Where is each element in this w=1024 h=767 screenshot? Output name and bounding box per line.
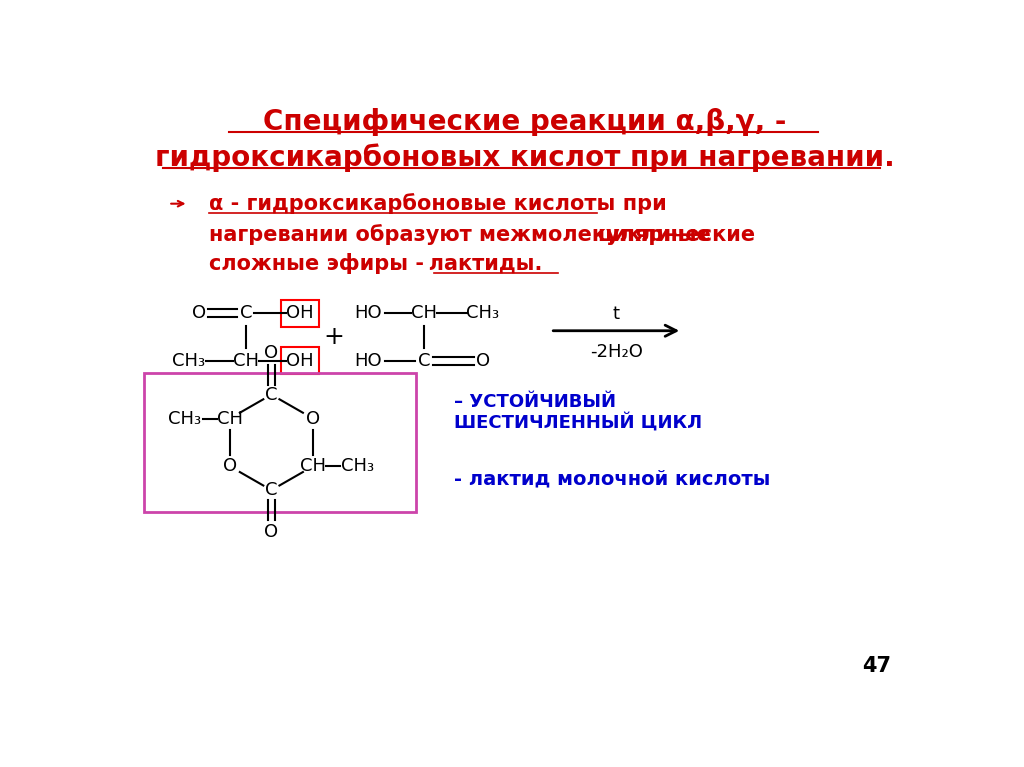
Bar bbox=[143, 373, 417, 512]
Text: +: + bbox=[324, 325, 345, 349]
Text: O: O bbox=[264, 344, 279, 362]
Bar bbox=[282, 300, 318, 327]
Text: CH₃: CH₃ bbox=[168, 410, 202, 427]
Text: O: O bbox=[306, 410, 321, 427]
Bar bbox=[282, 347, 318, 374]
Text: CH: CH bbox=[300, 457, 326, 476]
Text: C: C bbox=[240, 304, 252, 322]
Text: CH: CH bbox=[232, 352, 259, 370]
Text: CH: CH bbox=[411, 304, 437, 322]
Text: CH₃: CH₃ bbox=[466, 304, 500, 322]
Text: O: O bbox=[193, 304, 207, 322]
Text: OH: OH bbox=[287, 352, 314, 370]
Text: C: C bbox=[265, 481, 278, 499]
Text: C: C bbox=[418, 352, 430, 370]
Text: t: t bbox=[612, 304, 620, 323]
Text: Специфические реакции α,β,γ, -: Специфические реакции α,β,γ, - bbox=[263, 108, 786, 136]
Text: CH: CH bbox=[217, 410, 243, 427]
Text: O: O bbox=[476, 352, 490, 370]
Text: 47: 47 bbox=[862, 656, 891, 676]
Text: CH₃: CH₃ bbox=[341, 457, 375, 476]
Text: ШЕСТИЧЛЕННЫЙ ЦИКЛ: ШЕСТИЧЛЕННЫЙ ЦИКЛ bbox=[454, 413, 701, 432]
Text: сложные эфиры -: сложные эфиры - bbox=[209, 253, 439, 275]
Text: гидроксикарбоновых кислот при нагревании.: гидроксикарбоновых кислот при нагревании… bbox=[155, 143, 895, 172]
Text: HO: HO bbox=[354, 352, 382, 370]
Text: C: C bbox=[265, 386, 278, 403]
Text: O: O bbox=[222, 457, 237, 476]
Text: OH: OH bbox=[287, 304, 314, 322]
Text: O: O bbox=[264, 522, 279, 541]
Text: HO: HO bbox=[354, 304, 382, 322]
Text: при: при bbox=[601, 194, 667, 214]
Text: лактиды.: лактиды. bbox=[407, 254, 543, 274]
Text: CH₃: CH₃ bbox=[172, 352, 205, 370]
Text: – УСТОЙЧИВЫЙ: – УСТОЙЧИВЫЙ bbox=[454, 393, 615, 410]
Text: -2H₂O: -2H₂O bbox=[590, 344, 643, 361]
Text: циклические: циклические bbox=[597, 225, 755, 245]
Text: нагревании образуют межмолекулярные: нагревании образуют межмолекулярные bbox=[209, 224, 719, 245]
Text: - лактид молочной кислоты: - лактид молочной кислоты bbox=[454, 469, 770, 488]
Text: α - гидроксикарбоновые кислоты: α - гидроксикарбоновые кислоты bbox=[209, 193, 615, 214]
